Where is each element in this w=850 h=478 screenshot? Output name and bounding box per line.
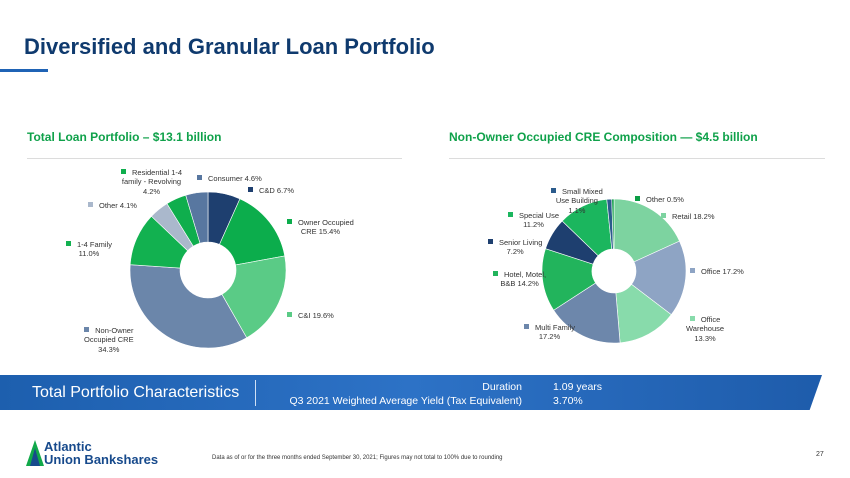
legend-label: C&I 19.6% (287, 311, 334, 320)
legend-swatch-icon (84, 327, 90, 332)
slice-other (611, 198, 615, 250)
legend-label: Non-Owner Occupied CRE 34.3% (84, 326, 134, 354)
legend-swatch-icon (508, 212, 513, 217)
legend-swatch-icon (551, 188, 556, 193)
logo-line2: Union Bankshares (44, 452, 159, 467)
legend-label: 1-4 Family 11.0% (66, 240, 112, 259)
duration-label: Duration (482, 381, 522, 393)
band-divider (255, 380, 256, 406)
legend-label: Senior Living 7.2% (488, 238, 542, 257)
legend-label: Other 0.5% (635, 195, 684, 204)
legend-label: Owner Occupied CRE 15.4% (287, 218, 354, 237)
legend-swatch-icon (287, 219, 292, 224)
slice-retail (613, 198, 680, 263)
band-title: Total Portfolio Characteristics (32, 384, 240, 401)
legend-swatch-icon (287, 312, 292, 317)
legend-swatch-icon (66, 241, 71, 246)
legend-swatch-icon (690, 268, 695, 273)
slice-non-owner-occupied-cre (129, 264, 248, 349)
legend-swatch-icon (121, 169, 126, 174)
left-divider (27, 158, 402, 159)
title-underline (0, 69, 48, 72)
legend-swatch-icon (88, 202, 93, 207)
yield-value: 3.70% (553, 395, 583, 407)
company-logo: Atlantic Union Bankshares (26, 440, 158, 466)
portfolio-characteristics-band: Total Portfolio Characteristics Duration… (0, 375, 822, 410)
footnote: Data as of or for the three months ended… (212, 455, 503, 461)
legend-label: Residential 1-4 family - Revolving 4.2% (121, 168, 183, 196)
legend-label: Retail 18.2% (661, 212, 715, 221)
legend-label: Consumer 4.6% (197, 174, 262, 183)
legend-label: C&D 6.7% (248, 186, 294, 195)
legend-swatch-icon (524, 324, 529, 329)
legend-label: Office Warehouse 13.3% (686, 315, 725, 343)
legend-swatch-icon (689, 316, 695, 321)
logo-line1: Atlantic (44, 439, 92, 454)
legend-label: Hotel, Motel, B&B 14.2% (493, 270, 546, 289)
legend-swatch-icon (248, 187, 253, 192)
slice-consumer (185, 191, 209, 244)
legend-swatch-icon (197, 175, 202, 180)
page-title: Diversified and Granular Loan Portfolio (24, 34, 435, 59)
left-chart-title: Total Loan Portfolio – $13.1 billion (27, 130, 222, 144)
legend-swatch-icon (488, 239, 493, 244)
logo-mark-icon (26, 440, 44, 466)
right-chart-title: Non-Owner Occupied CRE Composition — $4.… (449, 130, 758, 144)
legend-swatch-icon (493, 271, 498, 276)
right-divider (449, 158, 825, 159)
yield-label: Q3 2021 Weighted Average Yield (Tax Equi… (289, 395, 522, 407)
legend-label: Small Mixed Use Building 1.1% (551, 187, 603, 215)
legend-label: Other 4.1% (88, 201, 137, 210)
duration-value: 1.09 years (553, 381, 603, 393)
legend-label: Special Use 11.2% (508, 211, 559, 230)
legend-label: Office 17.2% (690, 267, 744, 276)
legend-label: Multi Family 17.2% (524, 323, 575, 342)
page-number: 27 (816, 451, 824, 458)
legend-swatch-icon (661, 213, 666, 218)
legend-swatch-icon (635, 196, 640, 201)
slice-c-i (221, 255, 287, 339)
